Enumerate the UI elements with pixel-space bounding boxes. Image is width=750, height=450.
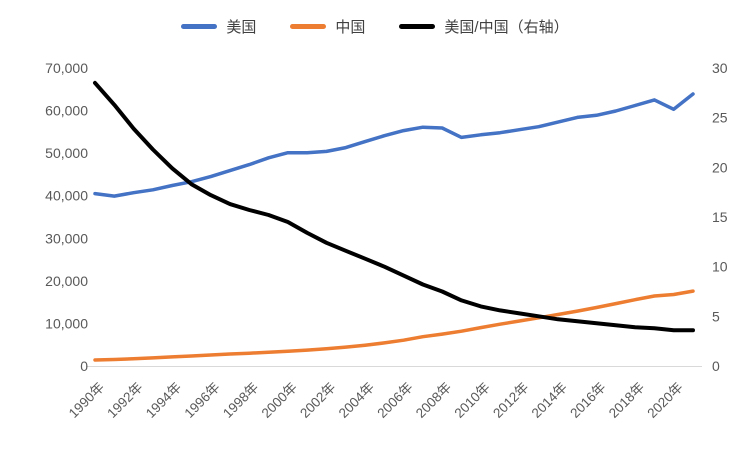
x-axis-tick-label: 2008年 [413, 380, 454, 421]
x-axis-tick-label: 1996年 [181, 380, 222, 421]
series-line-us [93, 92, 695, 198]
legend-swatch-ratio [399, 24, 436, 29]
x-axis-tick-label: 1994年 [143, 380, 184, 421]
right-axis-tick-label: 5 [712, 308, 720, 324]
right-axis-tick-label: 30 [712, 60, 728, 76]
left-axis-tick-label: 10,000 [45, 315, 88, 331]
x-axis-tick-label: 1992年 [104, 380, 145, 421]
right-axis-tick-label: 25 [712, 110, 728, 126]
right-axis-tick-label: 15 [712, 209, 728, 225]
left-axis-tick-label: 70,000 [45, 60, 88, 76]
x-axis-tick-label: 2002年 [297, 380, 338, 421]
x-axis-tick-label: 2000年 [259, 380, 300, 421]
x-axis-tick-label: 2004年 [336, 380, 377, 421]
legend-item-us: 美国 [181, 16, 256, 37]
left-axis-tick-label: 50,000 [45, 145, 88, 161]
x-axis-tick-label: 2016年 [567, 380, 608, 421]
series-line-china [93, 289, 695, 362]
x-axis-tick-label: 2010年 [452, 380, 493, 421]
right-axis-tick-label: 0 [712, 358, 720, 374]
x-axis-tick-label: 2006年 [374, 380, 415, 421]
series-line-ratio [93, 80, 695, 333]
left-axis-tick-label: 60,000 [45, 103, 88, 119]
left-axis-tick-label: 30,000 [45, 230, 88, 246]
x-axis-tick-label: 2014年 [529, 380, 570, 421]
legend-item-ratio: 美国/中国（右轴） [399, 16, 569, 37]
right-axis-tick-label: 10 [712, 259, 728, 275]
legend-label-us: 美国 [226, 19, 257, 36]
x-axis-tick-label: 1990年 [66, 380, 107, 421]
right-axis-tick-label: 20 [712, 159, 728, 175]
x-axis-tick-label: 1998年 [220, 380, 261, 421]
left-axis-tick-label: 20,000 [45, 273, 88, 289]
legend-item-china: 中国 [290, 16, 365, 37]
legend-swatch-china [290, 24, 327, 29]
legend-swatch-us [181, 24, 218, 29]
legend-label-ratio: 美国/中国（右轴） [444, 19, 569, 36]
legend-label-china: 中国 [335, 19, 366, 36]
x-axis-tick-label: 2018年 [606, 380, 647, 421]
chart-legend: 美国 中国 美国/中国（右轴） [0, 16, 750, 37]
x-axis-tick-label: 2012年 [490, 380, 531, 421]
left-axis-tick-label: 0 [80, 358, 88, 374]
left-axis-tick-label: 40,000 [45, 188, 88, 204]
x-axis-tick-label: 2020年 [644, 380, 685, 421]
